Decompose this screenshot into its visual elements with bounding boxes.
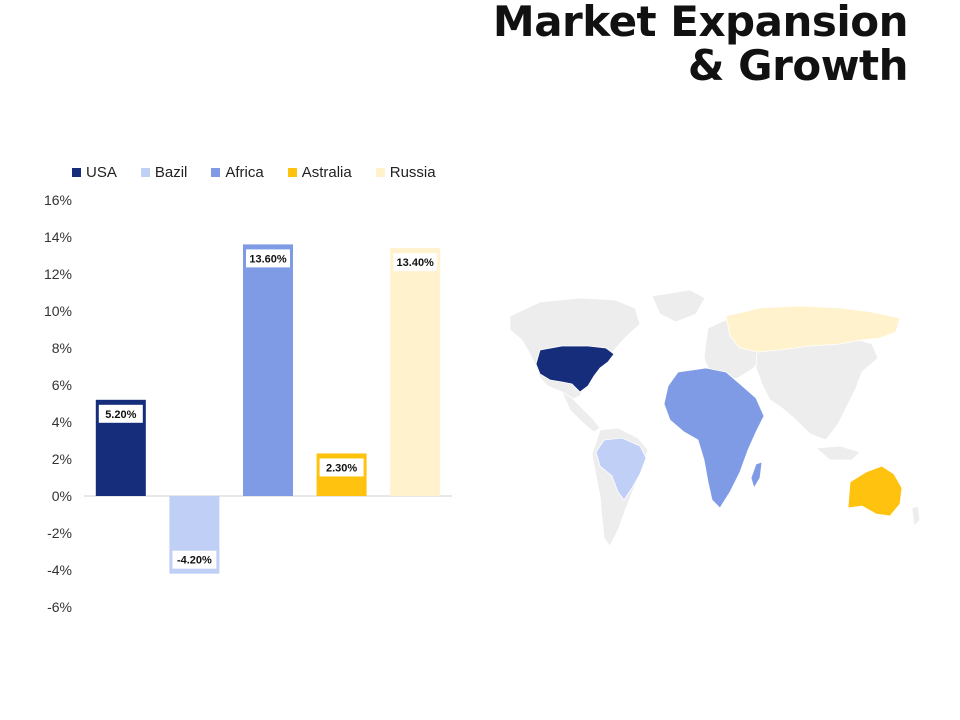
y-tick-label: 16% xyxy=(44,192,72,208)
data-label-box xyxy=(246,249,290,268)
data-label-box xyxy=(319,458,364,477)
map-africa xyxy=(663,367,765,509)
map-greenland xyxy=(651,289,706,323)
legend-label: Bazil xyxy=(154,163,188,181)
bar-russia xyxy=(390,248,441,496)
legend-swatch xyxy=(375,167,385,177)
bar-chart: 16% 14% 12% 10% 8% 6% 4% 2% 0% -2% -4% -6% 5.20% -4.2… xyxy=(44,192,452,615)
legend-item-russia: Russia xyxy=(375,163,436,181)
map-central-america xyxy=(561,391,601,433)
bar-africa xyxy=(243,244,293,496)
map-indonesia xyxy=(815,445,861,461)
data-label: 13.60% xyxy=(249,253,287,265)
legend-item-astralia: Astralia xyxy=(287,163,352,181)
map-new-zealand xyxy=(911,505,921,527)
y-tick-label: 8% xyxy=(52,340,72,356)
legend-item-bazil: Bazil xyxy=(140,163,188,181)
y-tick-label: 14% xyxy=(44,229,72,245)
y-tick-label: -6% xyxy=(47,599,72,615)
legend-label: USA xyxy=(86,163,117,181)
y-tick-label: 4% xyxy=(52,414,72,430)
legend-swatch xyxy=(72,167,81,177)
map-australia xyxy=(847,465,903,517)
legend-label: Africa xyxy=(225,163,264,181)
legend-swatch xyxy=(211,167,221,177)
data-label: 2.30% xyxy=(326,462,357,474)
legend-label: Russia xyxy=(389,163,436,181)
data-label-box xyxy=(98,404,143,423)
map-asia xyxy=(755,331,879,441)
y-tick-label: 12% xyxy=(44,266,72,282)
chart-legend: USA Bazil Africa Astralia Russia xyxy=(72,163,460,181)
world-map xyxy=(509,289,921,547)
legend-item-usa: USA xyxy=(72,164,117,181)
map-madagascar xyxy=(750,461,763,489)
data-label: -4.20% xyxy=(177,555,212,567)
data-label-box xyxy=(393,253,438,272)
legend-label: Astralia xyxy=(301,163,352,181)
legend-swatch xyxy=(287,167,297,177)
y-tick-label: 6% xyxy=(52,377,72,393)
data-label-box xyxy=(172,550,217,569)
map-usa xyxy=(535,345,615,393)
y-tick-label: -2% xyxy=(47,525,72,541)
legend-swatch xyxy=(140,167,150,177)
y-tick-label: -4% xyxy=(47,562,72,578)
map-russia xyxy=(725,305,901,353)
data-label: 5.20% xyxy=(105,409,136,421)
y-tick-label: 2% xyxy=(52,451,72,467)
title-line-2: & Growth xyxy=(687,41,909,90)
y-tick-label: 0% xyxy=(52,488,72,504)
page-title: Market Expansion & Growth xyxy=(492,0,909,90)
map-brazil xyxy=(595,437,647,501)
data-label: 13.40% xyxy=(397,257,435,269)
y-tick-label: 10% xyxy=(44,303,72,319)
legend-item-africa: Africa xyxy=(211,163,264,181)
title-line-1: Market Expansion xyxy=(492,0,909,46)
